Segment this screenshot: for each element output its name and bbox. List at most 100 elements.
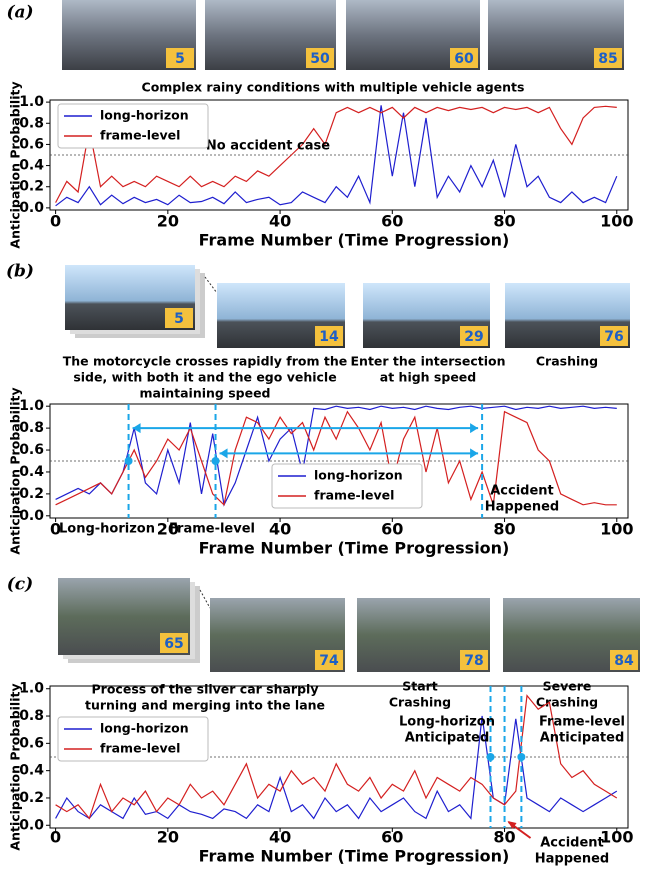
caption: Crashing bbox=[389, 695, 451, 710]
caption: Crashing bbox=[536, 695, 598, 710]
x-tick-label: 20 bbox=[157, 520, 179, 539]
legend-label: long-horizon bbox=[100, 721, 189, 736]
legend-label: long-horizon bbox=[100, 108, 189, 123]
y-tick-label: 0.8 bbox=[19, 115, 44, 131]
annotation: Long-horizon bbox=[59, 522, 155, 537]
x-tick-label: 80 bbox=[493, 212, 515, 231]
annotation: No accident case bbox=[206, 139, 330, 154]
legend-box bbox=[271, 463, 423, 509]
frame-badge bbox=[315, 650, 343, 670]
frame-badge bbox=[315, 326, 343, 346]
frame-number: 14 bbox=[319, 329, 339, 345]
frame-number: 60 bbox=[454, 51, 474, 67]
y-tick-label: 0.6 bbox=[19, 735, 44, 751]
legend-box bbox=[57, 716, 209, 762]
x-tick-label: 100 bbox=[600, 520, 633, 539]
legend-box bbox=[57, 103, 209, 149]
caption: Process of the silver car sharply bbox=[92, 682, 319, 697]
y-tick-label: 0.0 bbox=[19, 508, 44, 524]
x-tick-label: 40 bbox=[269, 520, 291, 539]
frame-badge bbox=[306, 48, 334, 68]
caption: Crashing bbox=[536, 354, 598, 369]
frame-number: 50 bbox=[310, 51, 330, 67]
y-axis-title: Anticipation Probability bbox=[8, 683, 23, 850]
annotation: Accident bbox=[490, 484, 554, 499]
y-tick-label: 1.0 bbox=[19, 398, 44, 414]
x-tick-label: 20 bbox=[157, 828, 179, 847]
x-tick-label: 60 bbox=[381, 828, 403, 847]
caption: at high speed bbox=[380, 370, 476, 385]
frame-badge bbox=[166, 48, 194, 68]
x-tick-label: 40 bbox=[269, 212, 291, 231]
frame-number: 74 bbox=[319, 653, 339, 669]
y-tick-label: 0.0 bbox=[19, 817, 44, 833]
x-tick-label: 40 bbox=[269, 828, 291, 847]
x-tick-label: 60 bbox=[381, 212, 403, 231]
frame-badge bbox=[160, 633, 188, 653]
y-tick-label: 0.6 bbox=[19, 442, 44, 458]
y-axis-title: Anticipation Probability bbox=[8, 81, 23, 248]
y-tick-label: 0.2 bbox=[19, 486, 44, 502]
frame-number: 5 bbox=[174, 311, 184, 327]
connector bbox=[204, 276, 218, 294]
x-tick-label: 20 bbox=[157, 212, 179, 231]
caption: Complex rainy conditions with multiple v… bbox=[142, 80, 525, 95]
caption: maintaining speed bbox=[139, 386, 270, 401]
x-axis-title: Frame Number (Time Progression) bbox=[199, 231, 510, 250]
caption: Enter the intersection bbox=[351, 354, 506, 369]
series-line bbox=[55, 410, 617, 506]
caption: side, with both it and the ego vehicle bbox=[73, 370, 336, 385]
event-dot bbox=[211, 457, 220, 465]
x-tick-label: 80 bbox=[493, 828, 515, 847]
frame-number: 76 bbox=[604, 329, 623, 345]
frame-number: 5 bbox=[175, 51, 185, 67]
frame-number: 84 bbox=[614, 653, 634, 669]
y-tick-label: 0.6 bbox=[19, 136, 44, 152]
y-tick-label: 1.0 bbox=[19, 94, 44, 110]
legend-label: frame-level bbox=[314, 488, 394, 503]
legend-label: frame-level bbox=[100, 741, 180, 756]
frame-badge bbox=[460, 650, 488, 670]
x-tick-label: 60 bbox=[381, 520, 403, 539]
y-tick-label: 0.2 bbox=[19, 790, 44, 806]
event-dot bbox=[124, 457, 133, 465]
x-tick-label: 80 bbox=[493, 520, 515, 539]
caption: turning and merging into the lane bbox=[85, 698, 325, 713]
annotation: Happened bbox=[535, 852, 609, 867]
y-tick-label: 0.0 bbox=[19, 200, 44, 216]
series-line bbox=[55, 105, 618, 207]
y-tick-label: 1.0 bbox=[19, 681, 44, 697]
frame-badge bbox=[460, 326, 488, 346]
x-tick-label: 100 bbox=[600, 212, 633, 231]
frame-number: 85 bbox=[598, 51, 617, 67]
series-line bbox=[55, 694, 618, 820]
frame-badge bbox=[610, 650, 638, 670]
connector bbox=[199, 589, 211, 609]
annotation: Frame-level bbox=[169, 522, 255, 537]
y-tick-label: 0.4 bbox=[19, 763, 44, 779]
x-tick-label: 0 bbox=[50, 212, 61, 231]
x-axis-title: Frame Number (Time Progression) bbox=[199, 539, 510, 558]
frame-badge bbox=[450, 48, 478, 68]
event-dot bbox=[517, 753, 526, 761]
caption: The motorcycle crosses rapidly from the bbox=[63, 354, 347, 369]
annotation: Frame-level bbox=[539, 715, 625, 730]
annotation: Anticipated bbox=[405, 731, 490, 746]
frame-number: 29 bbox=[464, 329, 483, 345]
series-line bbox=[55, 105, 617, 203]
annotation: Long-horizon bbox=[399, 715, 495, 730]
y-tick-label: 0.2 bbox=[19, 179, 44, 195]
frame-number: 78 bbox=[464, 653, 483, 669]
x-axis-title: Frame Number (Time Progression) bbox=[199, 847, 510, 866]
y-tick-label: 0.4 bbox=[19, 158, 44, 174]
frame-badge bbox=[165, 308, 193, 328]
arrow-head bbox=[507, 821, 517, 829]
y-axis-title: Anticipation Probability bbox=[8, 387, 23, 554]
annotation: Anticipated bbox=[540, 731, 625, 746]
y-tick-label: 0.8 bbox=[19, 420, 44, 436]
panel-label: (b) bbox=[6, 262, 34, 282]
x-tick-label: 0 bbox=[50, 828, 61, 847]
frame-badge bbox=[594, 48, 622, 68]
